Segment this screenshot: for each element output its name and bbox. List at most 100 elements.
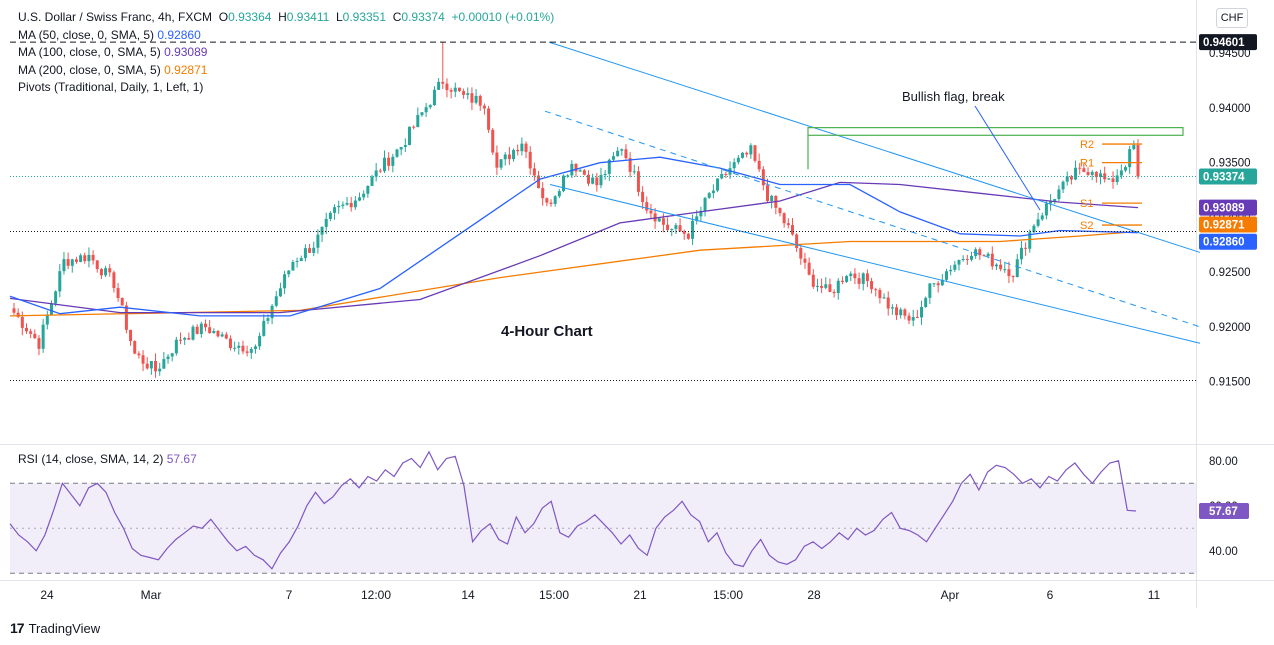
- candle-body: [212, 330, 216, 334]
- candle-body: [137, 353, 141, 356]
- candle-body: [391, 156, 395, 166]
- candle-body: [624, 149, 628, 159]
- legend-ma100[interactable]: MA (100, close, 0, SMA, 5) 0.93089: [18, 44, 554, 62]
- candle-body: [782, 213, 786, 224]
- candle-body: [765, 185, 769, 202]
- candle-body: [1057, 189, 1061, 200]
- candle-body: [199, 323, 203, 334]
- candle-body: [986, 253, 990, 257]
- candle-body: [520, 143, 524, 152]
- annotation-bullish-flag: Bullish flag, break: [902, 89, 1005, 104]
- candle-body: [457, 87, 461, 92]
- currency-badge[interactable]: CHF: [1216, 8, 1248, 28]
- candle-body: [537, 175, 541, 189]
- candle-body: [628, 158, 632, 172]
- candle-body: [228, 338, 232, 349]
- candle-body: [1065, 176, 1069, 182]
- low-value: 0.93351: [342, 10, 387, 24]
- candle-body: [49, 303, 53, 315]
- candle-body: [453, 87, 457, 92]
- candle-body: [66, 259, 70, 266]
- candle-body: [978, 249, 982, 256]
- price-label-last: 0.93374: [1203, 171, 1245, 183]
- candle-body: [20, 316, 24, 328]
- pivot-r1-label: R1: [1080, 158, 1094, 170]
- candle-body: [940, 279, 944, 286]
- candle-body: [857, 278, 861, 284]
- candle-body: [395, 149, 399, 157]
- candle-body: [549, 202, 553, 204]
- candle-body: [1107, 178, 1111, 180]
- price-tick-label: 0.91500: [1209, 377, 1251, 389]
- candle-body: [503, 154, 507, 160]
- legend-ma50[interactable]: MA (50, close, 0, SMA, 5) 0.92860: [18, 27, 554, 45]
- candle-body: [599, 175, 603, 186]
- tradingview-logo-icon: 17: [10, 620, 25, 636]
- candle-body: [832, 291, 836, 294]
- candle-body: [607, 159, 611, 174]
- candle-body: [620, 149, 624, 151]
- candle-body: [557, 191, 561, 197]
- candle-body: [820, 285, 824, 288]
- candle-body: [79, 255, 83, 262]
- candle-body: [803, 258, 807, 263]
- candle-body: [482, 105, 486, 109]
- candle-body: [87, 254, 91, 262]
- candle-body: [1015, 259, 1019, 278]
- price-label-box-last: [1199, 168, 1257, 185]
- candle-body: [611, 156, 615, 160]
- candle-body: [586, 174, 590, 184]
- candle-body: [74, 259, 78, 262]
- candle-body: [278, 288, 282, 297]
- candle-body: [495, 152, 499, 168]
- candle-body: [920, 307, 924, 318]
- candle-body: [104, 268, 108, 276]
- candle-body: [915, 317, 919, 319]
- time-tick-label: 7: [286, 588, 293, 602]
- candle-body: [45, 314, 49, 325]
- candle-body: [761, 169, 765, 186]
- candle-body: [961, 259, 965, 261]
- candle-body: [957, 259, 961, 265]
- candle-body: [882, 297, 886, 299]
- candle-body: [553, 196, 557, 204]
- candle-body: [907, 315, 911, 321]
- candle-body: [58, 271, 62, 292]
- candle-body: [1103, 173, 1107, 180]
- candle-body: [928, 283, 932, 298]
- candle-body: [478, 95, 482, 106]
- candle-body: [245, 351, 249, 353]
- time-tick-label: 12:00: [361, 588, 391, 602]
- candle-body: [437, 81, 441, 90]
- price-tick-label: 0.92500: [1209, 267, 1251, 279]
- price-label-ma100: 0.93089: [1203, 203, 1245, 215]
- candle-body: [1124, 167, 1128, 171]
- candle-body: [124, 305, 128, 330]
- candle-body: [911, 317, 915, 321]
- candle-body: [603, 173, 607, 176]
- candle-body: [16, 312, 20, 317]
- open-value: 0.93364: [228, 10, 272, 24]
- candle-body: [320, 226, 324, 235]
- candle-body: [241, 345, 245, 352]
- low-label: L: [335, 10, 343, 24]
- candle-body: [616, 150, 620, 157]
- legend-ma200[interactable]: MA (200, close, 0, SMA, 5) 0.92871: [18, 62, 554, 80]
- symbol-row: U.S. Dollar / Swiss Franc, 4h, FXCM O0.9…: [18, 9, 554, 27]
- candle-body: [12, 308, 16, 313]
- legend-pivots[interactable]: Pivots (Traditional, Daily, 1, Left, 1): [18, 79, 554, 97]
- time-tick-label: 15:00: [539, 588, 569, 602]
- candle-body: [969, 256, 973, 260]
- candle-body: [716, 178, 720, 191]
- rsi-legend[interactable]: RSI (14, close, SMA, 14, 2) 57.67: [18, 452, 197, 466]
- candle-body: [516, 149, 520, 152]
- candle-body: [120, 298, 124, 306]
- rsi-legend-value: 57.67: [166, 452, 197, 466]
- pivot-r2-label: R2: [1080, 139, 1094, 151]
- pivot-s2-label: S2: [1080, 220, 1093, 232]
- candle-body: [412, 126, 416, 128]
- tradingview-brand[interactable]: 17 TradingView: [10, 620, 100, 636]
- candle-body: [845, 276, 849, 282]
- time-tick-label: 28: [807, 588, 821, 602]
